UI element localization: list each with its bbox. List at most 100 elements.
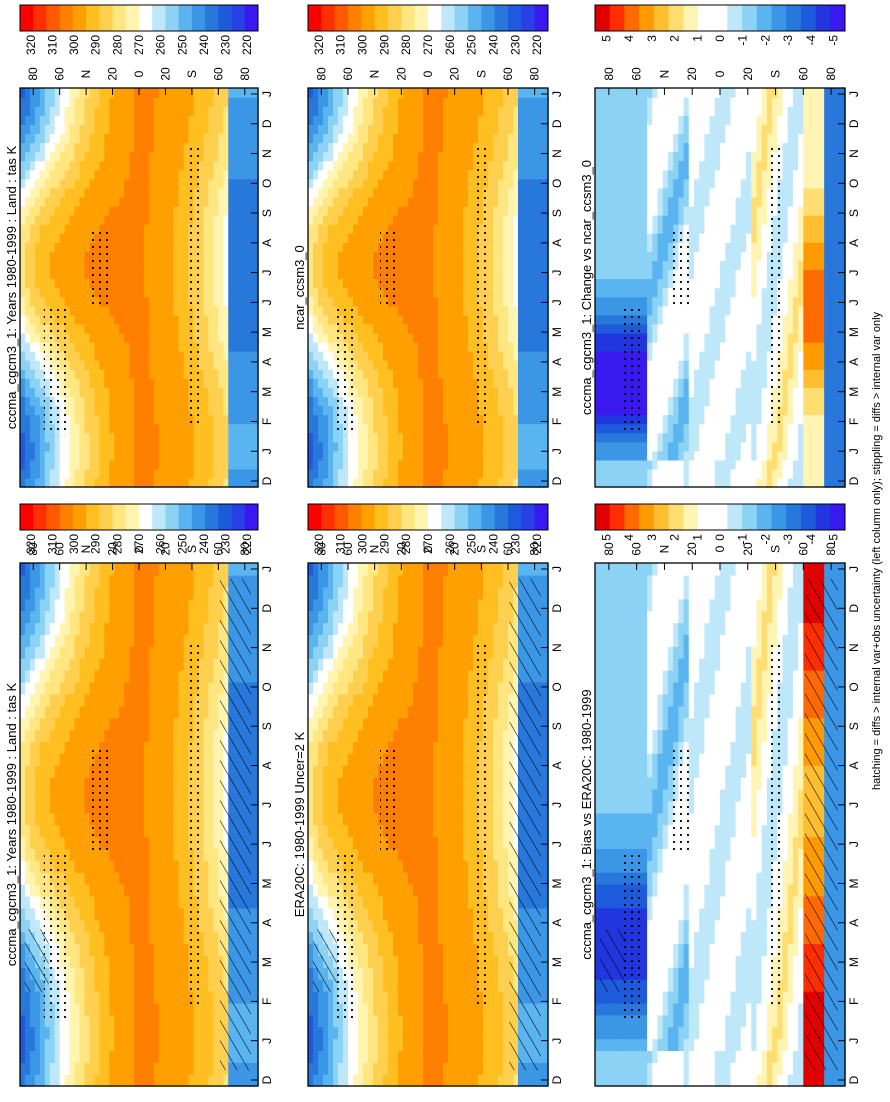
heatmap-cell (94, 323, 101, 334)
heatmap-cell (218, 242, 224, 252)
heatmap-cell (34, 341, 41, 352)
heatmap-cell (39, 341, 46, 352)
heatmap-cell (253, 242, 259, 252)
heatmap-cell (213, 169, 220, 180)
heatmap-cell (89, 341, 96, 352)
heatmap-cell (208, 369, 215, 379)
heatmap-cell (168, 598, 175, 612)
heatmap-cell (198, 967, 205, 980)
heatmap-cell (79, 196, 86, 207)
heatmap-cell (148, 586, 155, 600)
heatmap-cell (114, 836, 120, 849)
heatmap-cell (139, 441, 145, 452)
heatmap-cell (114, 1074, 120, 1087)
heatmap-cell (253, 441, 259, 452)
heatmap-cell (363, 574, 369, 588)
heatmap-cell (74, 1062, 81, 1075)
heatmap-cell (124, 741, 130, 754)
heatmap-cell (59, 450, 66, 461)
heatmap-cell (119, 205, 125, 216)
month-tick-label: A (260, 919, 274, 927)
heatmap-cell (243, 450, 249, 461)
heatmap-cell (24, 812, 31, 826)
heatmap-cell (308, 729, 314, 742)
heatmap-cell (158, 883, 165, 897)
heatmap-cell (333, 681, 339, 695)
heatmap-cell (223, 378, 229, 388)
heatmap-cell (109, 151, 115, 162)
heatmap-cell (158, 1014, 165, 1028)
heatmap-cell (158, 124, 165, 135)
heatmap-cell (134, 350, 140, 361)
heatmap-cell (74, 705, 81, 719)
heatmap-cell (318, 800, 324, 814)
heatmap-cell (114, 1038, 120, 1052)
heatmap-cell (99, 423, 105, 434)
heatmap-cell (173, 305, 180, 316)
heatmap-cell (163, 586, 170, 600)
heatmap-cell (119, 224, 125, 234)
heatmap-cell (328, 1026, 334, 1040)
heatmap-cell (94, 423, 101, 434)
heatmap-cell (20, 574, 26, 588)
heatmap-cell (119, 187, 125, 198)
heatmap-cell (39, 305, 46, 316)
heatmap-cell (129, 178, 135, 189)
heatmap-cell (198, 610, 205, 624)
heatmap-cell (89, 305, 96, 316)
heatmap-cell (373, 872, 379, 885)
heatmap-cell (153, 187, 160, 198)
heatmap-cell (49, 693, 56, 707)
heatmap-cell (168, 477, 175, 488)
heatmap-cell (24, 441, 31, 452)
heatmap-cell (228, 151, 234, 162)
heatmap-cell (74, 450, 81, 461)
heatmap-cell (183, 990, 190, 1004)
heatmap-cell (183, 369, 190, 379)
heatmap-cell (34, 214, 41, 225)
heatmap-cell (163, 955, 170, 968)
heatmap-cell (54, 610, 61, 624)
heatmap-cell (243, 332, 249, 343)
heatmap-cell (373, 729, 379, 742)
heatmap-cell (69, 97, 76, 107)
heatmap-cell (203, 115, 210, 125)
heatmap-cell (64, 251, 71, 261)
heatmap-cell (104, 955, 110, 968)
heatmap-cell (129, 895, 135, 909)
heatmap-cell (114, 979, 120, 992)
heatmap-cell (20, 967, 26, 980)
heatmap-cell (233, 305, 239, 316)
colorbar-label: 250 (175, 534, 189, 554)
heatmap-cell (233, 341, 239, 352)
heatmap-cell (223, 432, 229, 443)
heatmap-cell (208, 314, 215, 325)
heatmap-cell (213, 669, 220, 683)
heatmap-cell (248, 287, 254, 298)
heatmap-cell (248, 106, 254, 116)
heatmap-cell (148, 741, 155, 754)
heatmap-cell (173, 967, 180, 980)
heatmap-cell (173, 414, 180, 425)
heatmap-cell (79, 323, 86, 334)
heatmap-cell (328, 634, 334, 647)
heatmap-cell (34, 369, 41, 379)
heatmap-cell (84, 151, 91, 162)
heatmap-cell (208, 169, 215, 180)
heatmap-cell (183, 860, 190, 873)
heatmap-cell (34, 1014, 41, 1028)
heatmap-cell (114, 717, 120, 731)
heatmap-cell (248, 598, 254, 612)
heatmap-cell (368, 741, 374, 754)
heatmap-cell (119, 669, 125, 683)
heatmap-cell (109, 943, 115, 956)
heatmap-cell (168, 369, 175, 379)
heatmap-cell (313, 729, 319, 742)
heatmap-cell (114, 741, 120, 754)
heatmap-cell (323, 1038, 329, 1052)
heatmap-cell (59, 251, 66, 261)
heatmap-cell (44, 178, 51, 189)
heatmap-cell (248, 360, 254, 370)
heatmap-cell (163, 646, 170, 659)
heatmap-cell (183, 432, 190, 443)
